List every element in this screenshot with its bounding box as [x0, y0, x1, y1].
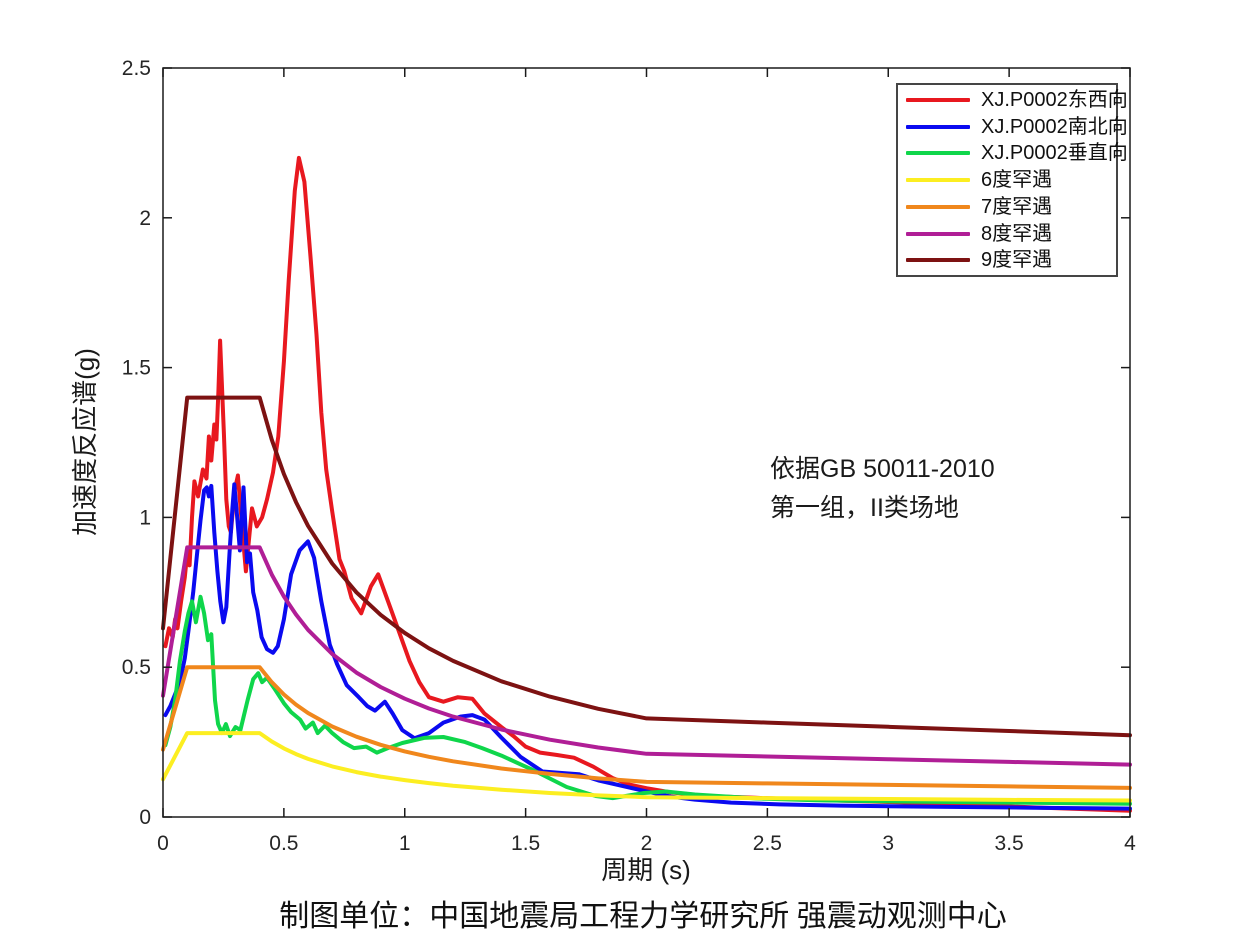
legend-line-swatch: [906, 124, 970, 129]
y-axis-label: 加速度反应谱(g): [70, 348, 100, 536]
y-tick-label: 1: [139, 506, 151, 529]
x-tick-label: 4: [1124, 832, 1136, 855]
x-tick-label: 0: [157, 832, 169, 855]
annotation-line-2: 第一组，II类场地: [770, 494, 959, 522]
series-line-6: [161, 395, 1132, 738]
legend-label: XJ.P0002南北向: [981, 115, 1128, 138]
legend-item: 7度罕遇: [898, 195, 1116, 219]
legend-item: XJ.P0002南北向: [898, 115, 1128, 139]
series-line-4: [161, 665, 1132, 790]
legend-label: XJ.P0002垂直向: [981, 142, 1128, 165]
y-tick-label: 2.5: [122, 57, 151, 80]
caption: 制图单位：中国地震局工程力学研究所 强震动观测中心: [279, 900, 1007, 933]
y-tick-label: 1.5: [122, 357, 151, 380]
y-tick-label: 0: [139, 806, 151, 829]
legend-item: XJ.P0002垂直向: [898, 141, 1128, 165]
legend-line-swatch: [906, 231, 970, 236]
x-tick-label: 0.5: [269, 832, 298, 855]
legend-item: XJ.P0002东西向: [898, 88, 1128, 112]
legend-line-swatch: [906, 151, 970, 156]
series-line-5: [161, 545, 1132, 767]
legend-item: 8度罕遇: [898, 222, 1116, 246]
legend-line-swatch: [906, 97, 970, 102]
legend-line-swatch: [906, 258, 970, 263]
x-tick-label: 2: [641, 832, 653, 855]
legend-line-swatch: [906, 178, 970, 182]
x-tick-label: 1: [399, 832, 411, 855]
series-line-0: [163, 155, 1132, 813]
y-tick-label: 0.5: [122, 656, 151, 679]
series-line-3: [161, 731, 1132, 803]
legend-item: 9度罕遇: [898, 248, 1116, 272]
y-tick-label: 2: [139, 207, 151, 230]
x-tick-label: 2.5: [753, 832, 782, 855]
legend: XJ.P0002东西向 XJ.P0002南北向 XJ.P0002垂直向 6度罕遇 7度罕…: [896, 83, 1128, 277]
legend-line-swatch: [906, 204, 970, 209]
legend-label: 6度罕遇: [981, 169, 1053, 191]
series-line-2: [163, 594, 1132, 806]
legend-label: 8度罕遇: [981, 222, 1053, 245]
x-tick-label: 3: [882, 832, 894, 855]
annotation-line-1: 依据GB 50011-2010: [770, 455, 995, 483]
legend-label: XJ.P0002东西向: [981, 88, 1128, 111]
legend-label: 7度罕遇: [981, 195, 1053, 218]
x-axis-label: 周期 (s): [601, 855, 691, 885]
legend-item: 6度罕遇: [898, 168, 1116, 192]
series-line-1: [163, 482, 1132, 811]
legend-label: 9度罕遇: [981, 249, 1053, 272]
x-tick-label: 1.5: [511, 832, 540, 855]
x-tick-label: 3.5: [995, 832, 1024, 855]
